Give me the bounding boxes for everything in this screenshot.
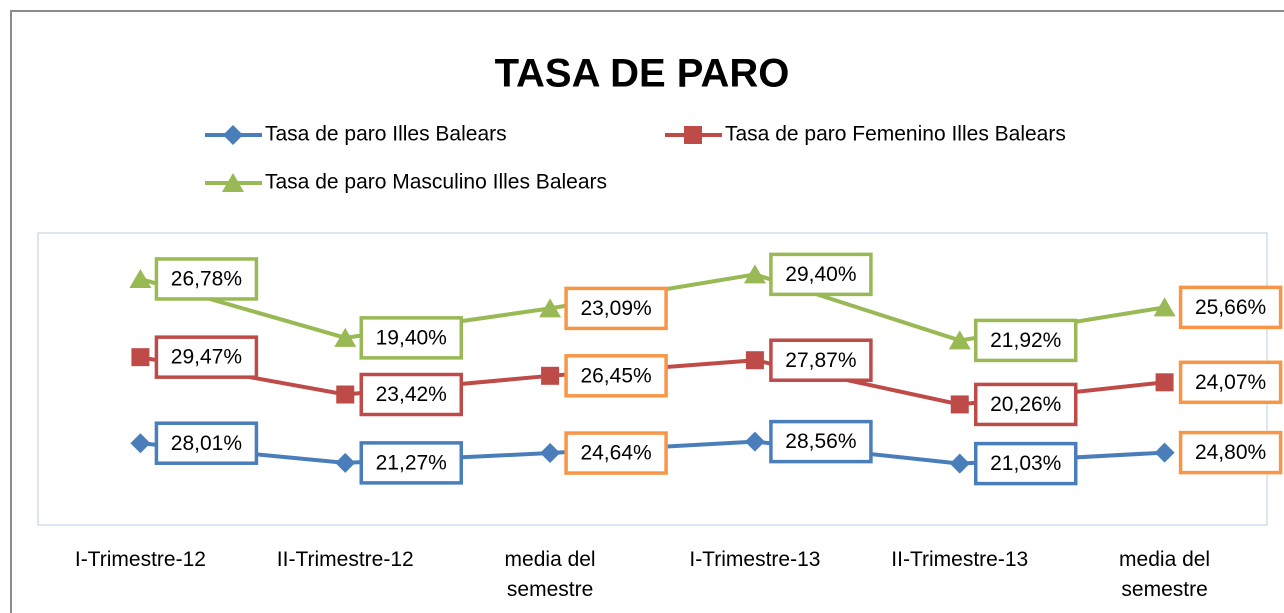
data-label: 29,40% — [785, 263, 856, 286]
x-tick-label: II-Trimestre-12 — [276, 548, 414, 571]
data-label-box — [359, 316, 463, 360]
marker — [948, 330, 971, 350]
data-label-box — [974, 382, 1078, 427]
x-tick-label: media del semestre — [504, 548, 596, 601]
marker — [223, 125, 243, 145]
legend-label: Tasa de paro Illes Balears — [265, 123, 507, 146]
data-label-box — [1178, 430, 1283, 475]
marker — [222, 173, 244, 192]
data-label: 29,47% — [171, 346, 242, 369]
data-label: 28,56% — [785, 430, 856, 453]
marker — [334, 327, 357, 347]
marker — [131, 348, 150, 367]
legend-label: Tasa de paro Masculino Illes Balears — [265, 171, 607, 194]
data-label-box — [564, 354, 668, 398]
data-label-box — [769, 338, 873, 382]
data-label-box — [564, 431, 668, 475]
marker — [743, 264, 766, 284]
data-label-box — [974, 441, 1078, 486]
marker — [950, 395, 969, 414]
marker — [130, 433, 151, 454]
data-label: 26,78% — [171, 268, 242, 291]
data-label: 21,03% — [990, 452, 1061, 475]
marker — [540, 443, 561, 464]
data-label: 20,26% — [990, 393, 1061, 416]
legend-label: Tasa de paro Femenino Illes Balears — [725, 123, 1066, 146]
data-label: 25,66% — [1195, 296, 1266, 319]
data-label: 23,09% — [580, 297, 651, 320]
data-label-box — [154, 257, 259, 301]
marker — [1154, 442, 1175, 463]
data-label: 19,40% — [376, 326, 447, 349]
data-label: 21,27% — [376, 451, 447, 474]
data-label: 24,07% — [1195, 371, 1266, 394]
data-label-box — [154, 421, 259, 465]
marker — [335, 452, 356, 473]
marker — [129, 268, 152, 288]
x-tick-label: I-Trimestre-13 — [689, 548, 821, 571]
marker — [745, 351, 764, 370]
x-tick-label: media del semestre — [1119, 548, 1211, 601]
marker — [1153, 297, 1176, 317]
data-label-box — [1178, 285, 1283, 330]
data-label-box — [564, 286, 668, 331]
data-label-box — [359, 372, 463, 417]
chart-title: TASA DE PARO — [495, 52, 790, 96]
data-label-box — [769, 252, 873, 297]
data-label: 21,92% — [990, 329, 1061, 352]
data-label: 26,45% — [580, 364, 651, 387]
marker — [744, 431, 765, 452]
marker — [541, 366, 560, 385]
data-label-box — [1178, 360, 1283, 405]
marker — [949, 453, 970, 474]
data-label: 27,87% — [785, 349, 856, 372]
data-label-box — [974, 318, 1078, 363]
marker — [684, 126, 702, 144]
x-tick-label: I-Trimestre-12 — [74, 548, 206, 571]
data-label: 28,01% — [171, 432, 242, 455]
data-label: 24,64% — [580, 442, 651, 465]
data-label-box — [359, 441, 463, 485]
data-label-box — [769, 419, 873, 464]
data-label: 24,80% — [1195, 441, 1266, 464]
marker — [539, 298, 562, 318]
data-label: 23,42% — [376, 383, 447, 406]
marker — [1155, 373, 1174, 392]
x-tick-label: II-Trimestre-13 — [891, 548, 1029, 571]
data-label-box — [154, 335, 259, 379]
marker — [336, 385, 355, 404]
